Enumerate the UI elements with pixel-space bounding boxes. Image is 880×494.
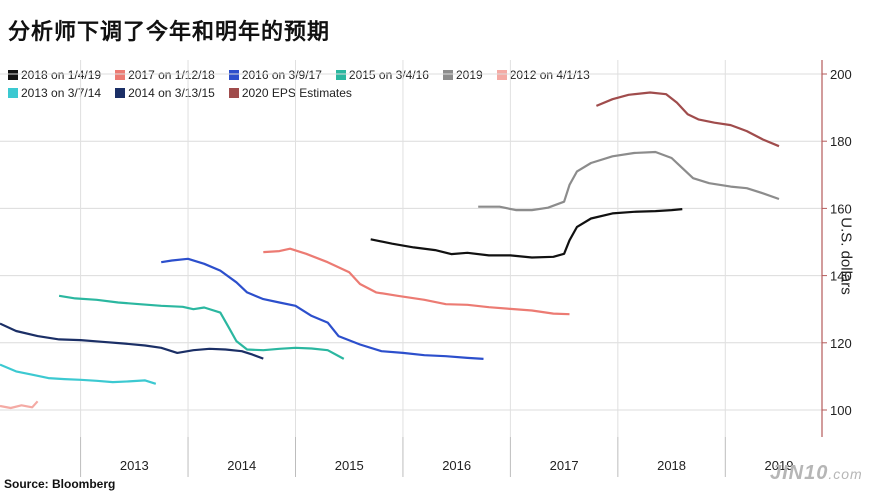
legend-swatch [115,88,126,98]
series-line [0,400,39,410]
legend-swatch [8,70,18,80]
legend-label: 2014 on 3/13/15 [128,86,215,100]
legend-swatch [496,70,507,80]
x-tick-label: 2013 [120,458,149,473]
series-line [0,322,264,360]
series-line [161,257,484,360]
legend-swatch [115,70,126,80]
y-tick-label: 180 [830,134,852,149]
legend-item: 2014 on 3/13/15 [115,86,215,100]
legend-row: 2018 on 1/4/19 2017 on 1/12/18 2016 on 3/9… [8,66,808,84]
legend-item: 2016 on 3/9/17 [228,68,322,82]
source-note: Source: Bloomberg [4,477,116,491]
legend-swatch [228,70,239,80]
series-line [595,91,780,148]
legend-item: 2012 on 4/1/13 [496,68,590,82]
x-tick-label: 2015 [335,458,364,473]
legend-item: 2019 [442,68,483,82]
series-line [370,208,683,259]
y-tick-label: 160 [830,201,852,216]
legend-label: 2016 on 3/9/17 [241,68,322,82]
legend-swatch [335,70,346,80]
legend-label: 2017 on 1/12/18 [128,68,215,82]
series-line [263,247,570,316]
x-tick-label: 2016 [442,458,471,473]
y-tick-label: 140 [830,269,852,284]
legend-swatch [228,88,239,98]
logo-suffix: .com [828,466,863,482]
x-tick-label: 2019 [765,458,794,473]
x-tick-label: 2017 [550,458,579,473]
x-tick-label: 2014 [227,458,256,473]
legend-item: 2015 on 3/4/16 [335,68,429,82]
series-line [58,294,345,360]
y-axis-label: U.S. dollars [837,217,855,295]
chart-legend: 2018 on 1/4/19 2017 on 1/12/18 2016 on 3/9… [8,66,808,102]
jin10-logo: JIN10.com [770,462,863,485]
series-line [478,150,780,212]
legend-item: 2020 EPS Estimates [228,86,352,100]
legend-label: 2020 EPS Estimates [241,86,352,100]
y-tick-label: 200 [830,67,852,82]
legend-swatch [8,88,18,98]
x-tick-label: 2018 [657,458,686,473]
chart-headline: 分析师下调了今年和明年的预期 [8,20,331,45]
y-tick-label: 120 [830,336,852,351]
legend-label: 2019 [455,68,483,82]
y-tick-label: 100 [830,403,852,418]
series-line [0,363,157,385]
legend-label: 2012 on 4/1/13 [509,68,590,82]
legend-label: 2015 on 3/4/16 [348,68,429,82]
logo-text: JIN10 [770,462,829,484]
legend-item: 2017 on 1/12/18 [115,68,215,82]
legend-swatch [442,70,453,80]
